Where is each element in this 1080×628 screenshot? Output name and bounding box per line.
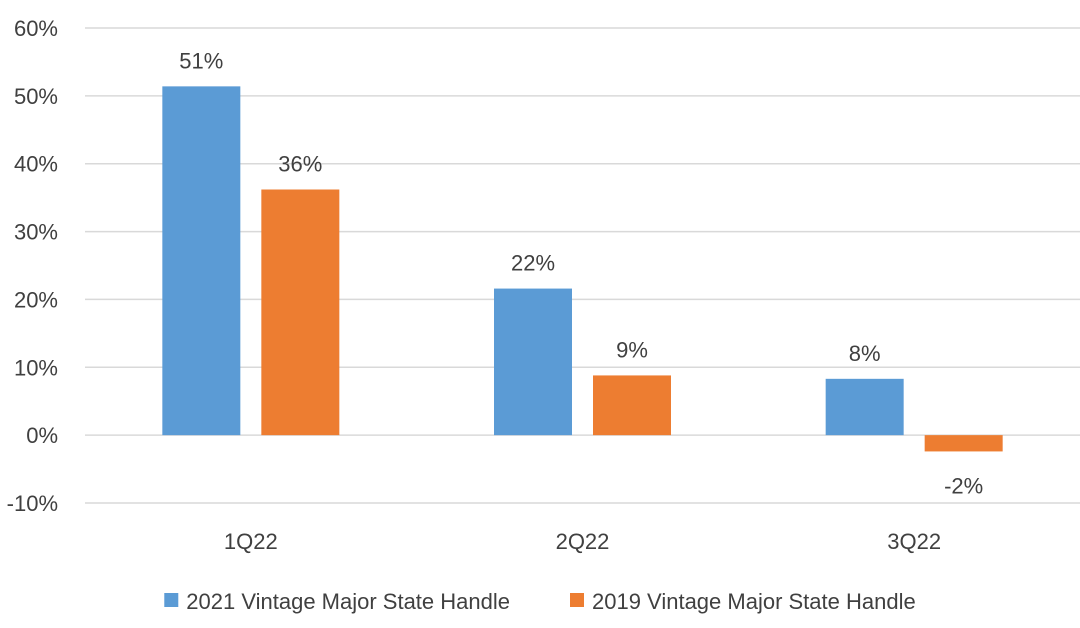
y-tick-label: -10%: [7, 491, 58, 516]
bar-2q22-series-1: [494, 288, 572, 436]
y-tick-label: 0%: [26, 423, 58, 448]
data-label: -2%: [944, 473, 983, 498]
data-label: 51%: [179, 48, 223, 73]
y-axis-tick-labels: 60% 50% 40% 30% 20% 10% 0% -10%: [7, 16, 58, 516]
data-labels: 51% 36% 22% 9% 8% -2%: [179, 48, 983, 498]
x-axis-category-labels: 1Q22 2Q22 3Q22: [224, 529, 941, 554]
y-tick-label: 50%: [14, 84, 58, 109]
y-tick-label: 20%: [14, 287, 58, 312]
data-label: 8%: [849, 341, 881, 366]
bar-1q22-series-1: [162, 86, 241, 436]
data-label: 22%: [511, 251, 555, 276]
legend: 2021 Vintage Major State Handle 2019 Vint…: [164, 589, 916, 614]
legend-swatch: [164, 593, 179, 607]
y-tick-label: 60%: [14, 16, 58, 41]
y-tick-label: 30%: [14, 220, 58, 245]
legend-swatch: [570, 593, 584, 607]
y-tick-label: 10%: [14, 355, 58, 380]
x-category-label: 1Q22: [224, 529, 278, 554]
data-label: 36%: [278, 152, 322, 177]
x-category-label: 2Q22: [556, 529, 610, 554]
data-label: 9%: [616, 337, 648, 362]
legend-label: 2021 Vintage Major State Handle: [186, 589, 510, 614]
bar-3q22-series-2: [924, 435, 1003, 452]
bar-3q22-series-1: [825, 378, 904, 436]
bar-1q22-series-2: [261, 189, 340, 436]
bars: [162, 86, 1003, 452]
gridlines: [85, 27, 1080, 504]
legend-label: 2019 Vintage Major State Handle: [592, 589, 916, 614]
x-category-label: 3Q22: [887, 529, 941, 554]
y-tick-label: 40%: [14, 152, 58, 177]
bar-2q22-series-2: [593, 375, 671, 436]
